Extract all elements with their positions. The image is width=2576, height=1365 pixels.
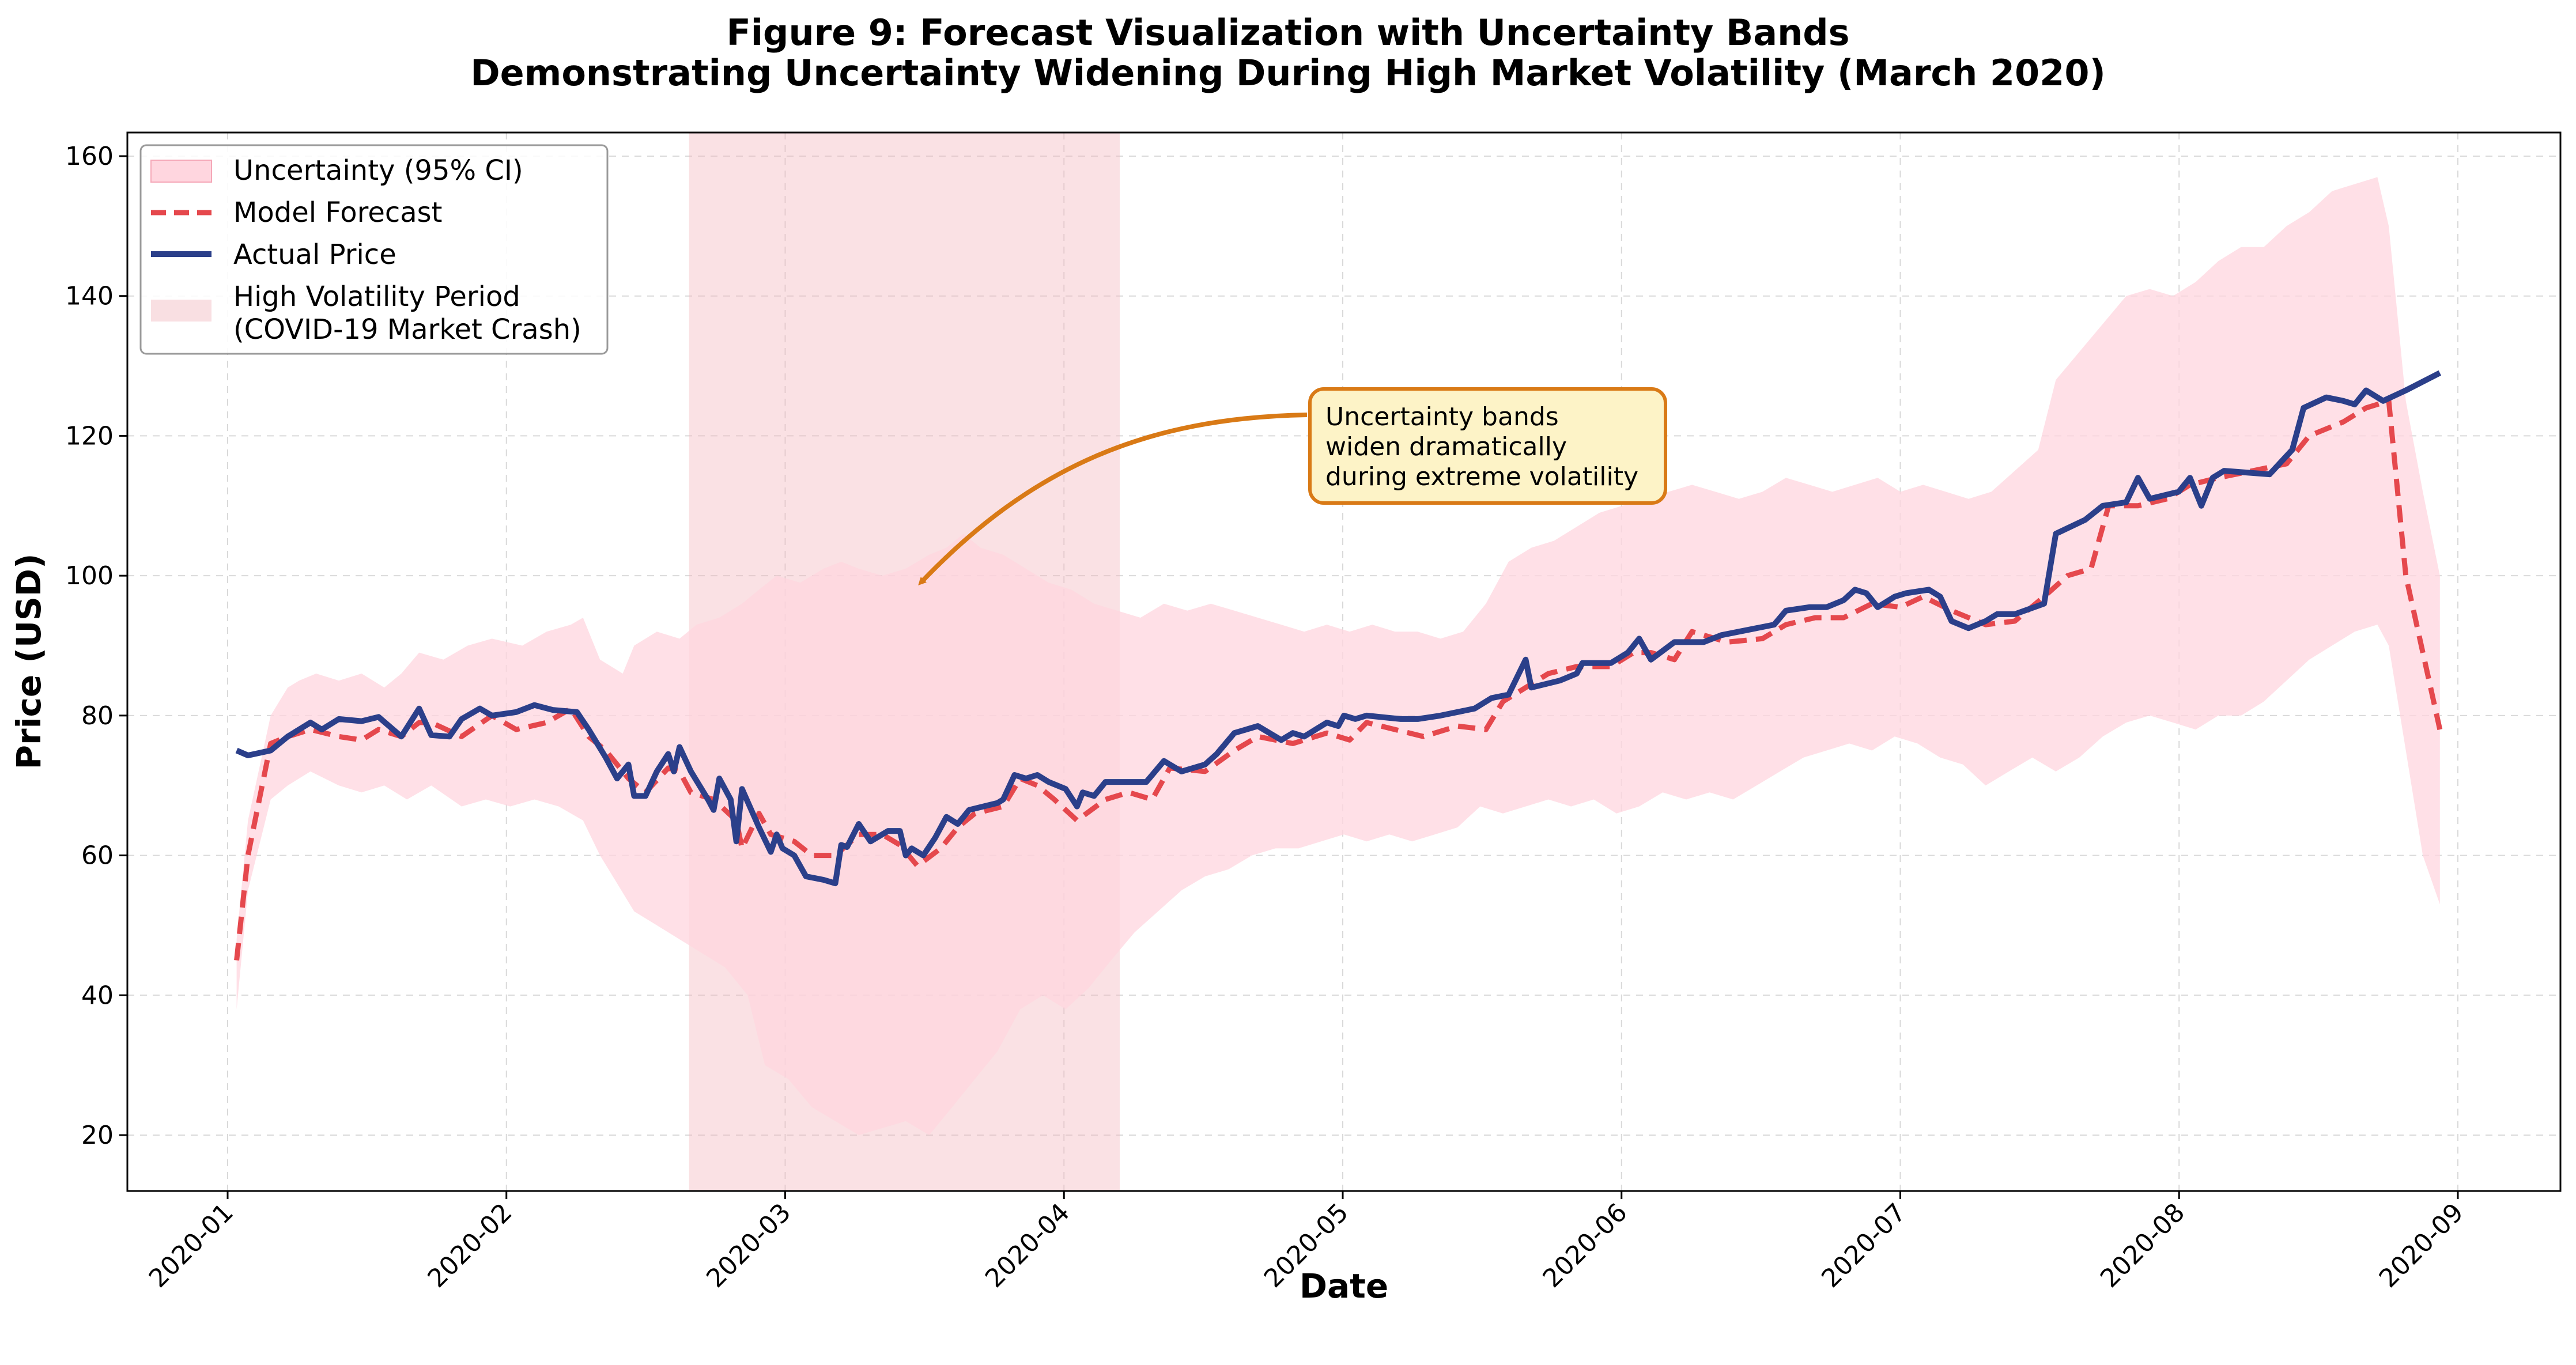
- y-tick-label: 140: [65, 282, 114, 311]
- y-axis-label: Price (USD): [9, 554, 48, 770]
- actual-price-line: [235, 370, 2442, 887]
- y-tick-label: 120: [65, 421, 114, 451]
- legend-box: [139, 144, 609, 355]
- legend-label-actual: Actual Price: [233, 239, 396, 271]
- y-tick-label: 80: [81, 701, 114, 731]
- annotation-line-3: during extreme volatility: [1325, 462, 1638, 491]
- y-tick-label: 60: [81, 841, 114, 871]
- plot-frame: [126, 131, 2562, 1192]
- legend-label-uncertainty: Uncertainty (95% CI): [233, 154, 523, 187]
- y-tick-label: 20: [81, 1121, 114, 1150]
- legend-label-volatility-2: (COVID-19 Market Crash): [233, 313, 581, 346]
- annotation-box: [1308, 387, 1667, 505]
- legend-swatch-uncertainty: [150, 160, 212, 183]
- legend-label-forecast: Model Forecast: [233, 196, 442, 229]
- y-tick-label: 40: [81, 981, 114, 1010]
- forecast-line: [234, 398, 2443, 961]
- legend-swatch-volatility: [151, 300, 211, 322]
- y-tick-label: 160: [65, 142, 114, 171]
- plot-area: [234, 133, 2443, 1191]
- annotation-arrow: [918, 413, 1308, 586]
- x-axis-label: Date: [1300, 1266, 1388, 1306]
- chart-title: Figure 9: Forecast Visualization with Un…: [726, 12, 1849, 54]
- chart-subtitle: Demonstrating Uncertainty Widening Durin…: [470, 52, 2106, 94]
- annotation: Uncertainty bands widen dramatically dur…: [918, 387, 1667, 586]
- annotation-line-2: widen dramatically: [1325, 432, 1567, 462]
- legend-label-volatility-1: High Volatility Period: [233, 281, 520, 313]
- y-tick-label: 100: [65, 561, 114, 591]
- legend: Uncertainty (95% CI) Model Forecast Actu…: [139, 144, 609, 355]
- annotation-line-1: Uncertainty bands: [1325, 402, 1559, 432]
- uncertainty-band: [236, 177, 2440, 1135]
